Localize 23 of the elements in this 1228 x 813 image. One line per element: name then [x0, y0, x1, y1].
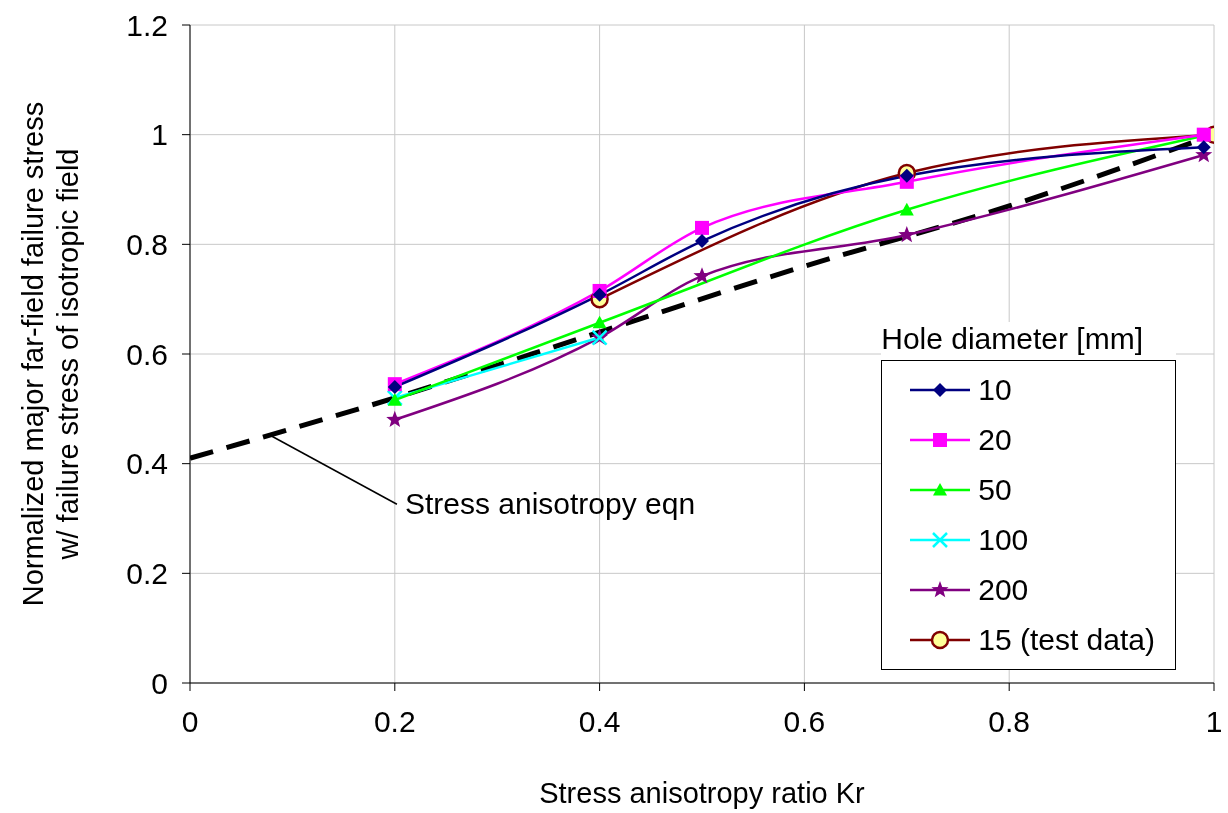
x-tick-label: 0: [181, 705, 199, 739]
y-tick-label: 0.6: [126, 337, 168, 371]
x-tick-label: 0.8: [988, 705, 1031, 739]
y-tick-label: 0.4: [126, 447, 168, 481]
y-tick-label: 0.2: [126, 556, 168, 590]
y-tick-label: 1: [151, 118, 168, 152]
legend-label: 15 (test data): [978, 623, 1155, 657]
x-axis-title: Stress anisotropy ratio Kr: [539, 777, 866, 809]
y-axis-title: Normalized major far-field failure stress w/ failure stress of isotropic field: [17, 101, 84, 607]
y-tick-label: 0.8: [126, 227, 168, 261]
legend-label: 100: [978, 523, 1029, 557]
legend-title: Hole diameter [mm]: [881, 322, 1176, 356]
legend-label: 10: [978, 373, 1012, 407]
legend-label: 20: [978, 423, 1012, 457]
legend-label: 200: [978, 573, 1029, 607]
x-tick-label: 0.2: [373, 705, 416, 739]
y-tick-label: 0: [151, 666, 168, 700]
legend-label: 50: [978, 473, 1012, 507]
x-tick-label: 0.4: [578, 705, 621, 739]
x-tick-label: 1: [1205, 705, 1223, 739]
y-tick-label: 1.2: [126, 8, 168, 42]
annotation: Stress anisotropy eqn: [404, 487, 696, 521]
x-tick-label: 0.6: [783, 705, 826, 739]
